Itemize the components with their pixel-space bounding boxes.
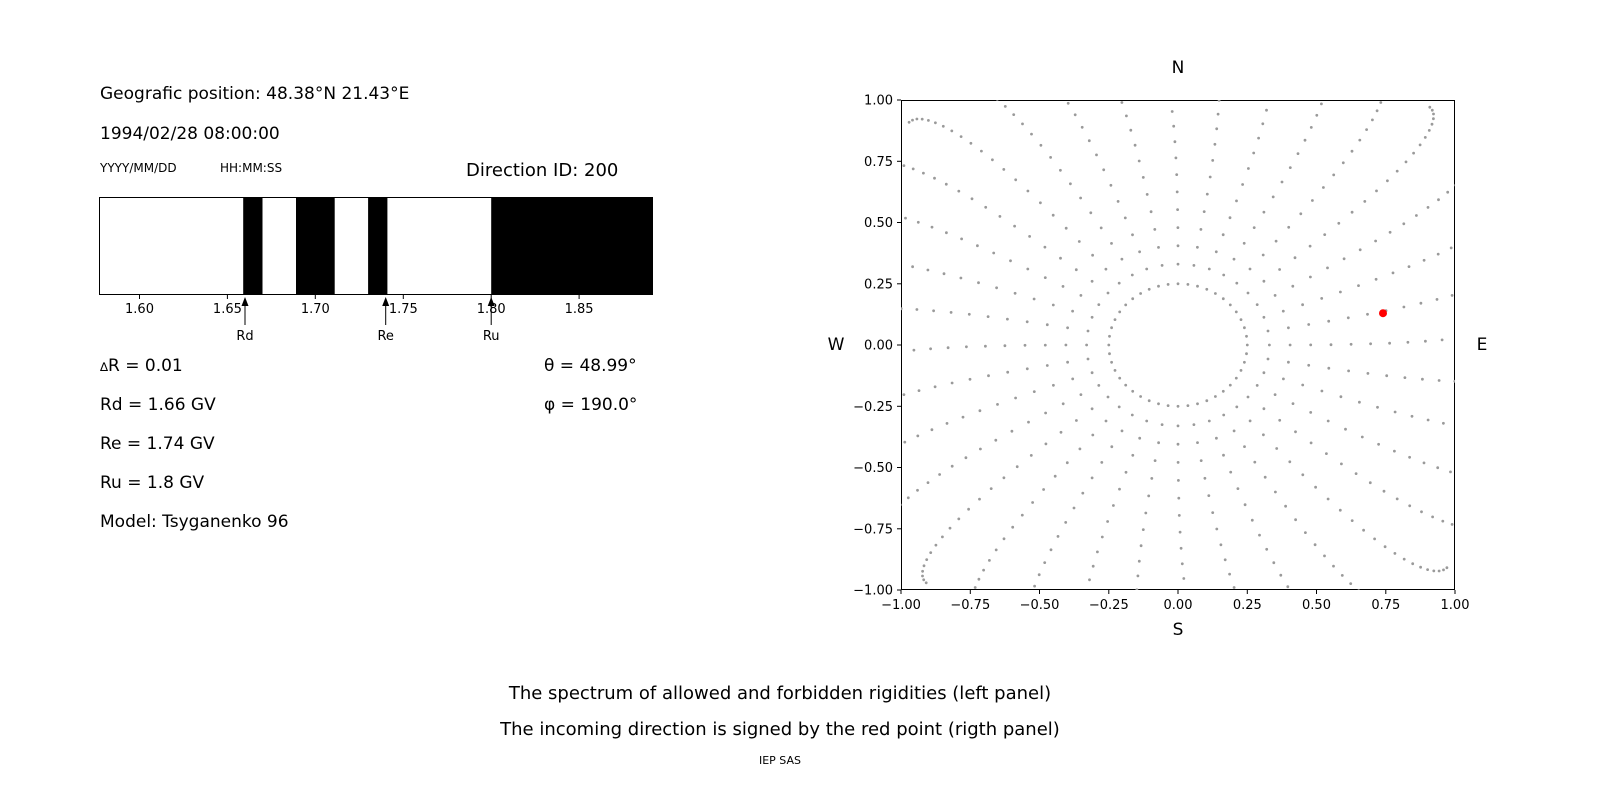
svg-text:0.00: 0.00	[1164, 598, 1193, 613]
figure-caption: The spectrum of allowed and forbidden ri…	[0, 676, 1560, 767]
svg-text:0.50: 0.50	[864, 216, 893, 231]
delta-symbol: ∆	[100, 360, 109, 374]
date-format-hint: YYYY/MM/DD	[100, 161, 177, 175]
delta-r-label: ∆R = 0.01	[100, 356, 183, 376]
svg-text:0.50: 0.50	[1302, 598, 1331, 613]
phi-label: φ = 190.0°	[544, 395, 638, 415]
time-format-hint: HH:MM:SS	[220, 161, 283, 175]
theta-label: θ = 48.99°	[544, 356, 637, 376]
model-label: Model: Tsyganenko 96	[100, 512, 289, 532]
caption-line-1: The spectrum of allowed and forbidden ri…	[508, 683, 1052, 704]
svg-text:1.00: 1.00	[864, 94, 893, 109]
svg-text:0.00: 0.00	[864, 339, 893, 354]
compass-west-label: W	[827, 335, 845, 355]
re-label: Re = 1.74 GV	[100, 434, 215, 454]
svg-text:−0.50: −0.50	[853, 461, 893, 476]
delta-r-value: R = 0.01	[108, 356, 183, 376]
geographic-position-label: Geografic position: 48.38°N 21.43°E	[100, 84, 410, 104]
direction-id-label: Direction ID: 200	[466, 160, 619, 181]
credit-label: IEP SAS	[758, 754, 802, 767]
svg-text:Rd: Rd	[236, 329, 253, 344]
svg-text:1.85: 1.85	[565, 302, 594, 317]
svg-text:1.65: 1.65	[213, 302, 242, 317]
svg-text:0.25: 0.25	[864, 277, 893, 292]
svg-text:−0.75: −0.75	[853, 522, 893, 537]
red-direction-point	[1379, 309, 1387, 318]
svg-text:−0.50: −0.50	[1020, 598, 1060, 613]
svg-text:Ru: Ru	[483, 329, 500, 344]
ru-label: Ru = 1.8 GV	[100, 473, 205, 493]
svg-text:1.00: 1.00	[1441, 598, 1470, 613]
caption-line-2: The incoming direction is signed by the …	[500, 719, 1060, 740]
svg-text:0.75: 0.75	[864, 155, 893, 170]
svg-text:1.75: 1.75	[389, 302, 418, 317]
svg-text:0.75: 0.75	[1371, 598, 1400, 613]
svg-text:1.70: 1.70	[301, 302, 330, 317]
datetime-label: 1994/02/28 08:00:00	[100, 124, 280, 144]
svg-text:Re: Re	[377, 329, 393, 344]
svg-text:−1.00: −1.00	[881, 598, 921, 613]
rd-label: Rd = 1.66 GV	[100, 395, 216, 415]
svg-text:−0.25: −0.25	[1089, 598, 1129, 613]
compass-north-label: N	[1171, 58, 1185, 78]
svg-text:−1.00: −1.00	[853, 584, 893, 599]
compass-east-label: E	[1476, 335, 1488, 355]
compass-south-label: S	[1172, 620, 1184, 640]
svg-text:−0.25: −0.25	[853, 400, 893, 415]
svg-text:0.25: 0.25	[1233, 598, 1262, 613]
svg-text:1.60: 1.60	[125, 302, 154, 317]
svg-text:−0.75: −0.75	[950, 598, 990, 613]
asymptotic-direction-chart: −1.00 −0.75 −0.50 −0.25 0.00 0.25 0.50 0.75 1.00…	[853, 94, 1470, 614]
